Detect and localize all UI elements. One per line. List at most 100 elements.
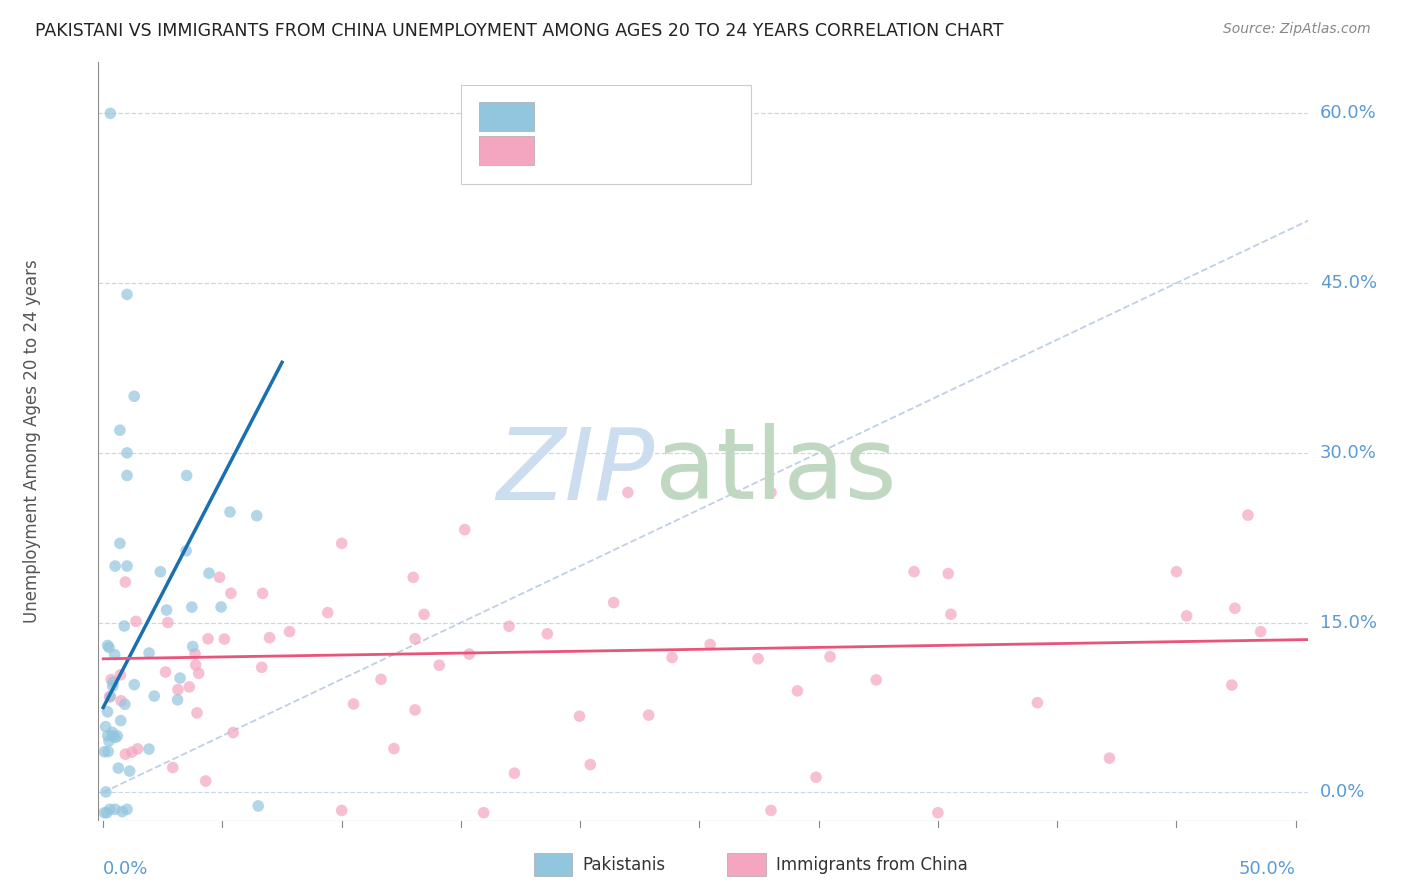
Point [179, 680, 201, 694]
Point [404, 632, 426, 646]
Point [93, 805, 115, 820]
Point [404, 703, 426, 717]
Point [503, 766, 526, 780]
Point [108, 536, 131, 550]
Point [104, 559, 127, 574]
Point [118, 764, 141, 778]
Text: 15.0%: 15.0% [1320, 614, 1376, 632]
Point [104, 802, 127, 816]
Bar [479, 136, 534, 165]
Point [97, 734, 120, 748]
Point [1250, 624, 1272, 639]
Point [115, 559, 138, 574]
Point [121, 745, 143, 759]
Point [316, 606, 339, 620]
Point [184, 658, 207, 673]
Point [98, 106, 121, 120]
Point [112, 619, 135, 633]
Point [246, 508, 269, 523]
Point [617, 485, 640, 500]
Point [413, 607, 436, 622]
Point [184, 647, 207, 661]
Point [903, 565, 925, 579]
Point [759, 485, 782, 500]
Point [181, 640, 204, 654]
Point [458, 647, 481, 661]
Text: Source: ZipAtlas.com: Source: ZipAtlas.com [1223, 22, 1371, 37]
Point [115, 446, 138, 460]
Point [186, 706, 208, 720]
Point [104, 648, 127, 662]
Point [250, 660, 273, 674]
Point [101, 725, 124, 739]
Point [568, 709, 591, 723]
Point [169, 671, 191, 685]
Point [149, 565, 172, 579]
Text: Pakistanis: Pakistanis [582, 855, 665, 873]
Point [105, 729, 128, 743]
Point [194, 774, 217, 789]
Text: ZIP: ZIP [496, 424, 655, 520]
Point [759, 804, 782, 818]
Point [98, 802, 121, 816]
Point [104, 731, 127, 745]
Bar [534, 854, 572, 876]
Point [115, 802, 138, 816]
Point [536, 627, 558, 641]
Text: 0.0%: 0.0% [1320, 783, 1365, 801]
Text: R =  0.417   N = 54: R = 0.417 N = 54 [546, 107, 723, 125]
Text: 0.0%: 0.0% [103, 860, 149, 879]
Point [138, 646, 160, 660]
Point [143, 689, 166, 703]
Point [162, 760, 184, 774]
Point [1098, 751, 1121, 765]
Text: 30.0%: 30.0% [1320, 444, 1376, 462]
Text: Immigrants from China: Immigrants from China [776, 855, 967, 873]
Text: 50.0%: 50.0% [1239, 860, 1296, 879]
Point [219, 505, 242, 519]
Point [247, 799, 270, 814]
Point [97, 639, 120, 653]
Point [330, 804, 353, 818]
Point [370, 673, 392, 687]
Point [127, 742, 149, 756]
Point [197, 632, 219, 646]
Text: PAKISTANI VS IMMIGRANTS FROM CHINA UNEMPLOYMENT AMONG AGES 20 TO 24 YEARS CORREL: PAKISTANI VS IMMIGRANTS FROM CHINA UNEMP… [35, 22, 1004, 40]
Text: 45.0%: 45.0% [1320, 274, 1376, 292]
Point [114, 698, 136, 712]
Point [115, 468, 138, 483]
Point [187, 666, 209, 681]
FancyBboxPatch shape [461, 85, 751, 184]
Point [174, 544, 197, 558]
Point [100, 673, 122, 687]
Point [330, 536, 353, 550]
Point [156, 615, 179, 630]
Point [1223, 601, 1246, 615]
Point [498, 619, 520, 633]
Point [180, 600, 202, 615]
Point [936, 566, 959, 581]
Text: Unemployment Among Ages 20 to 24 years: Unemployment Among Ages 20 to 24 years [22, 260, 41, 624]
Point [101, 729, 124, 743]
Point [155, 603, 177, 617]
Point [115, 287, 138, 301]
Point [166, 693, 188, 707]
Text: 60.0%: 60.0% [1320, 104, 1376, 122]
Point [699, 638, 721, 652]
Point [252, 586, 274, 600]
Point [637, 708, 659, 723]
Point [219, 586, 242, 600]
Point [167, 682, 190, 697]
Point [96, 805, 118, 820]
Point [259, 631, 281, 645]
Point [342, 697, 364, 711]
Point [114, 574, 136, 589]
Point [786, 684, 808, 698]
Point [865, 673, 887, 687]
Point [1175, 609, 1198, 624]
Point [214, 632, 236, 646]
Point [579, 757, 602, 772]
Point [278, 624, 301, 639]
Point [747, 651, 769, 665]
Point [98, 690, 121, 704]
